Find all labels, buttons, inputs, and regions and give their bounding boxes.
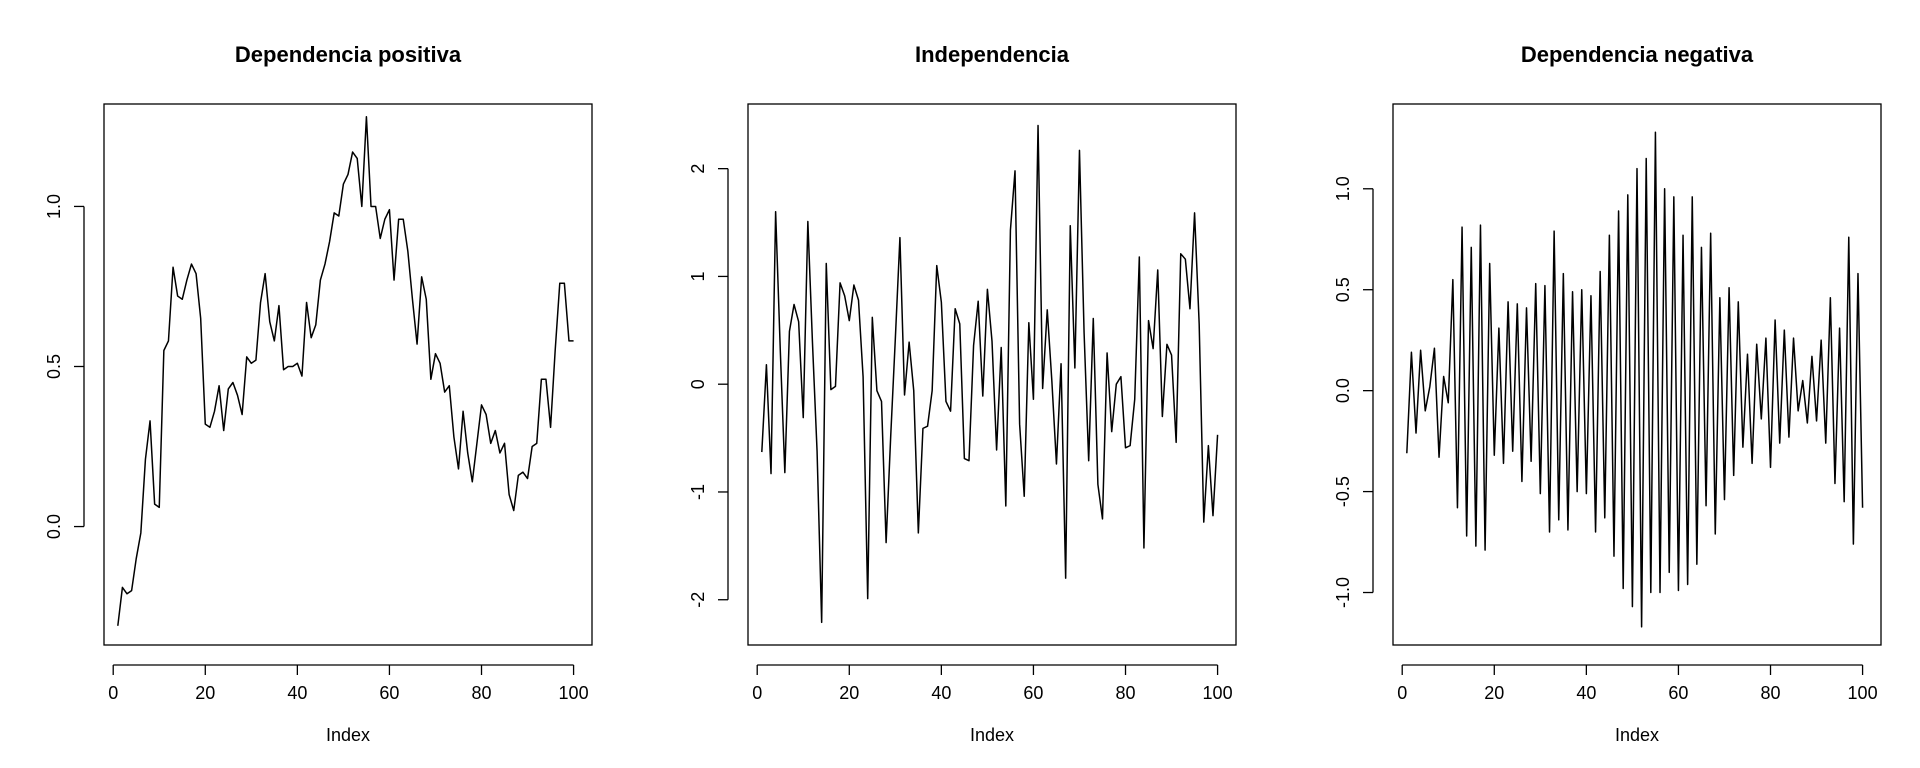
y-tick-label: 0.5	[1333, 277, 1353, 302]
x-tick-label: 100	[1848, 683, 1878, 703]
x-tick-label: 60	[379, 683, 399, 703]
x-tick-label: 40	[287, 683, 307, 703]
x-tick-label: 0	[752, 683, 762, 703]
x-axis-label: Index	[326, 725, 370, 745]
series-line-1	[117, 116, 574, 626]
chart-panel-2: Independencia 0 20 40 60 80 100 -2 -1 0 1 2 Index	[688, 42, 1237, 745]
x-tick-label: 0	[1397, 683, 1407, 703]
y-tick-label: -1.0	[1333, 577, 1353, 608]
chart-panel-1: Dependencia positiva 0 20 40 60 80 100 0.0 0.5 1.…	[44, 42, 593, 745]
y-tick-label: 1	[688, 271, 708, 281]
plot-frame	[1392, 103, 1882, 646]
chart-panel-3: Dependencia negativa 0 20 40 60 80 100 -1.0 -0.5…	[1333, 42, 1882, 745]
x-tick-label: 20	[1484, 683, 1504, 703]
x-tick-label: 0	[108, 683, 118, 703]
x-tick-label: 100	[559, 683, 589, 703]
plot-frame	[747, 103, 1237, 646]
y-tick-label: 0.0	[1333, 378, 1353, 403]
x-tick-label: 40	[1576, 683, 1596, 703]
x-tick-label: 80	[1760, 683, 1780, 703]
series-line-1	[1406, 131, 1864, 628]
y-tick-label: -1	[688, 484, 708, 500]
y-tick-label: 1.0	[44, 194, 64, 219]
x-tick-label: 60	[1023, 683, 1043, 703]
x-tick-label: 20	[839, 683, 859, 703]
chart-title: Independencia	[915, 42, 1070, 67]
y-tick-label: 0	[688, 379, 708, 389]
x-tick-label: 60	[1668, 683, 1688, 703]
y-tick-label: 0.0	[44, 514, 64, 539]
y-tick-label: -0.5	[1333, 476, 1353, 507]
x-tick-label: 80	[1115, 683, 1135, 703]
y-tick-label: 1.0	[1333, 176, 1353, 201]
series-line-1	[761, 124, 1219, 624]
x-axis-label: Index	[970, 725, 1014, 745]
plot-frame	[103, 103, 593, 646]
chart-title: Dependencia positiva	[235, 42, 462, 67]
chart-title: Dependencia negativa	[1521, 42, 1754, 67]
y-tick-label: -2	[688, 592, 708, 608]
y-tick-label: 0.5	[44, 354, 64, 379]
x-tick-label: 20	[195, 683, 215, 703]
y-tick-label: 2	[688, 164, 708, 174]
x-tick-label: 40	[931, 683, 951, 703]
x-tick-label: 80	[471, 683, 491, 703]
x-axis-label: Index	[1615, 725, 1659, 745]
x-tick-label: 100	[1203, 683, 1233, 703]
